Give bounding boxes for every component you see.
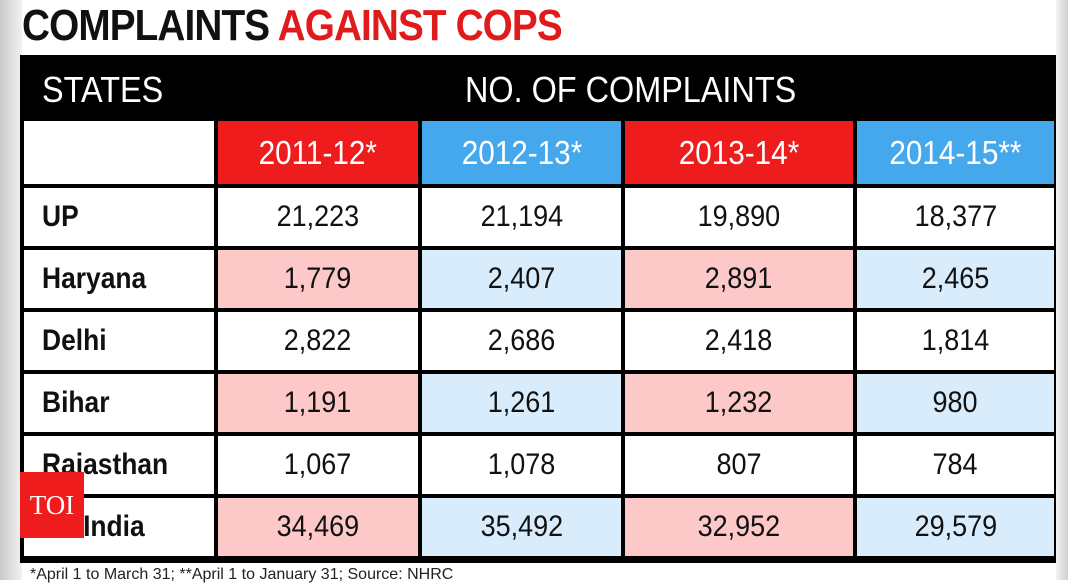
value-cell: 35,492	[422, 498, 621, 556]
value-label: 21,194	[480, 200, 563, 233]
header-complaints: NO. OF COMPLAINTS	[465, 69, 797, 110]
value-label: 2,891	[705, 262, 773, 295]
title-part-black: COMPLAINTS	[22, 1, 270, 50]
state-label: UP	[42, 200, 79, 233]
value-cell: 2,891	[625, 250, 853, 308]
page-shadow-right	[1056, 0, 1068, 580]
value-cell: 2,686	[422, 312, 621, 370]
value-label: 1,191	[284, 386, 352, 419]
value-label: 21,223	[276, 200, 360, 233]
value-cell: 1,261	[422, 374, 621, 432]
toi-logo: TOI	[20, 472, 84, 538]
value-label: 32,952	[697, 510, 781, 543]
value-label: 2,465	[921, 262, 990, 295]
value-cell: 34,469	[218, 498, 418, 556]
value-cell: 2,418	[625, 312, 853, 370]
value-label: 2,407	[487, 262, 556, 295]
value-cell: 807	[625, 436, 853, 494]
footnote: *April 1 to March 31; **April 1 to Janua…	[30, 566, 454, 583]
value-label: 18,377	[914, 200, 997, 233]
value-cell: 2,465	[857, 250, 1054, 308]
value-label: 29,579	[914, 510, 997, 543]
value-label: 1,067	[284, 448, 352, 481]
value-cell: 18,377	[857, 188, 1054, 246]
value-label: 980	[932, 386, 979, 419]
value-cell: 2,822	[218, 312, 418, 370]
year-header-4: 2014-15**	[857, 121, 1054, 184]
state-label: Bihar	[42, 386, 110, 419]
title-part-red: AGAINST COPS	[277, 1, 563, 50]
value-label: 2,822	[284, 324, 352, 357]
value-cell: 29,579	[857, 498, 1054, 556]
value-label: 807	[716, 448, 762, 481]
value-cell: 21,194	[422, 188, 621, 246]
state-label: Haryana	[42, 262, 147, 295]
state-cell: Delhi	[24, 312, 214, 370]
value-cell: 32,952	[625, 498, 853, 556]
year-header-3: 2013-14*	[625, 121, 853, 184]
value-cell: 1,191	[218, 374, 418, 432]
year-label: 2014-15**	[889, 133, 1022, 171]
year-header-2: 2012-13*	[422, 121, 621, 184]
value-cell: 784	[857, 436, 1054, 494]
value-cell: 1,078	[422, 436, 621, 494]
state-cell: Haryana	[24, 250, 214, 308]
value-cell: 1,067	[218, 436, 418, 494]
value-label: 34,469	[276, 510, 360, 543]
value-cell: 1,232	[625, 374, 853, 432]
value-cell: 1,814	[857, 312, 1054, 370]
page-shadow-left	[0, 0, 22, 580]
value-cell: 980	[857, 374, 1054, 432]
header-states: STATES	[42, 69, 164, 110]
infographic-title: COMPLAINTS AGAINST COPS	[22, 0, 563, 52]
value-cell: 1,779	[218, 250, 418, 308]
year-label: 2013-14*	[678, 133, 800, 171]
year-label: 2012-13*	[461, 133, 582, 171]
value-label: 1,232	[705, 386, 773, 419]
header-blank-cell	[24, 121, 214, 184]
year-label: 2011-12*	[258, 133, 378, 171]
year-header-1: 2011-12*	[218, 121, 418, 184]
value-label: 784	[932, 448, 979, 481]
value-label: 1,814	[921, 324, 990, 357]
value-label: 1,779	[284, 262, 352, 295]
value-label: 19,890	[697, 200, 781, 233]
state-label: Delhi	[42, 324, 107, 357]
state-cell: UP	[24, 188, 214, 246]
value-cell: 19,890	[625, 188, 853, 246]
value-cell: 21,223	[218, 188, 418, 246]
value-label: 1,078	[487, 448, 556, 481]
state-cell: Bihar	[24, 374, 214, 432]
value-cell: 2,407	[422, 250, 621, 308]
value-label: 2,686	[487, 324, 556, 357]
value-label: 2,418	[705, 324, 773, 357]
complaints-table: STATES NO. OF COMPLAINTS 2011-12* 2012-13…	[20, 55, 1056, 563]
value-label: 1,261	[487, 386, 556, 419]
value-label: 35,492	[480, 510, 563, 543]
